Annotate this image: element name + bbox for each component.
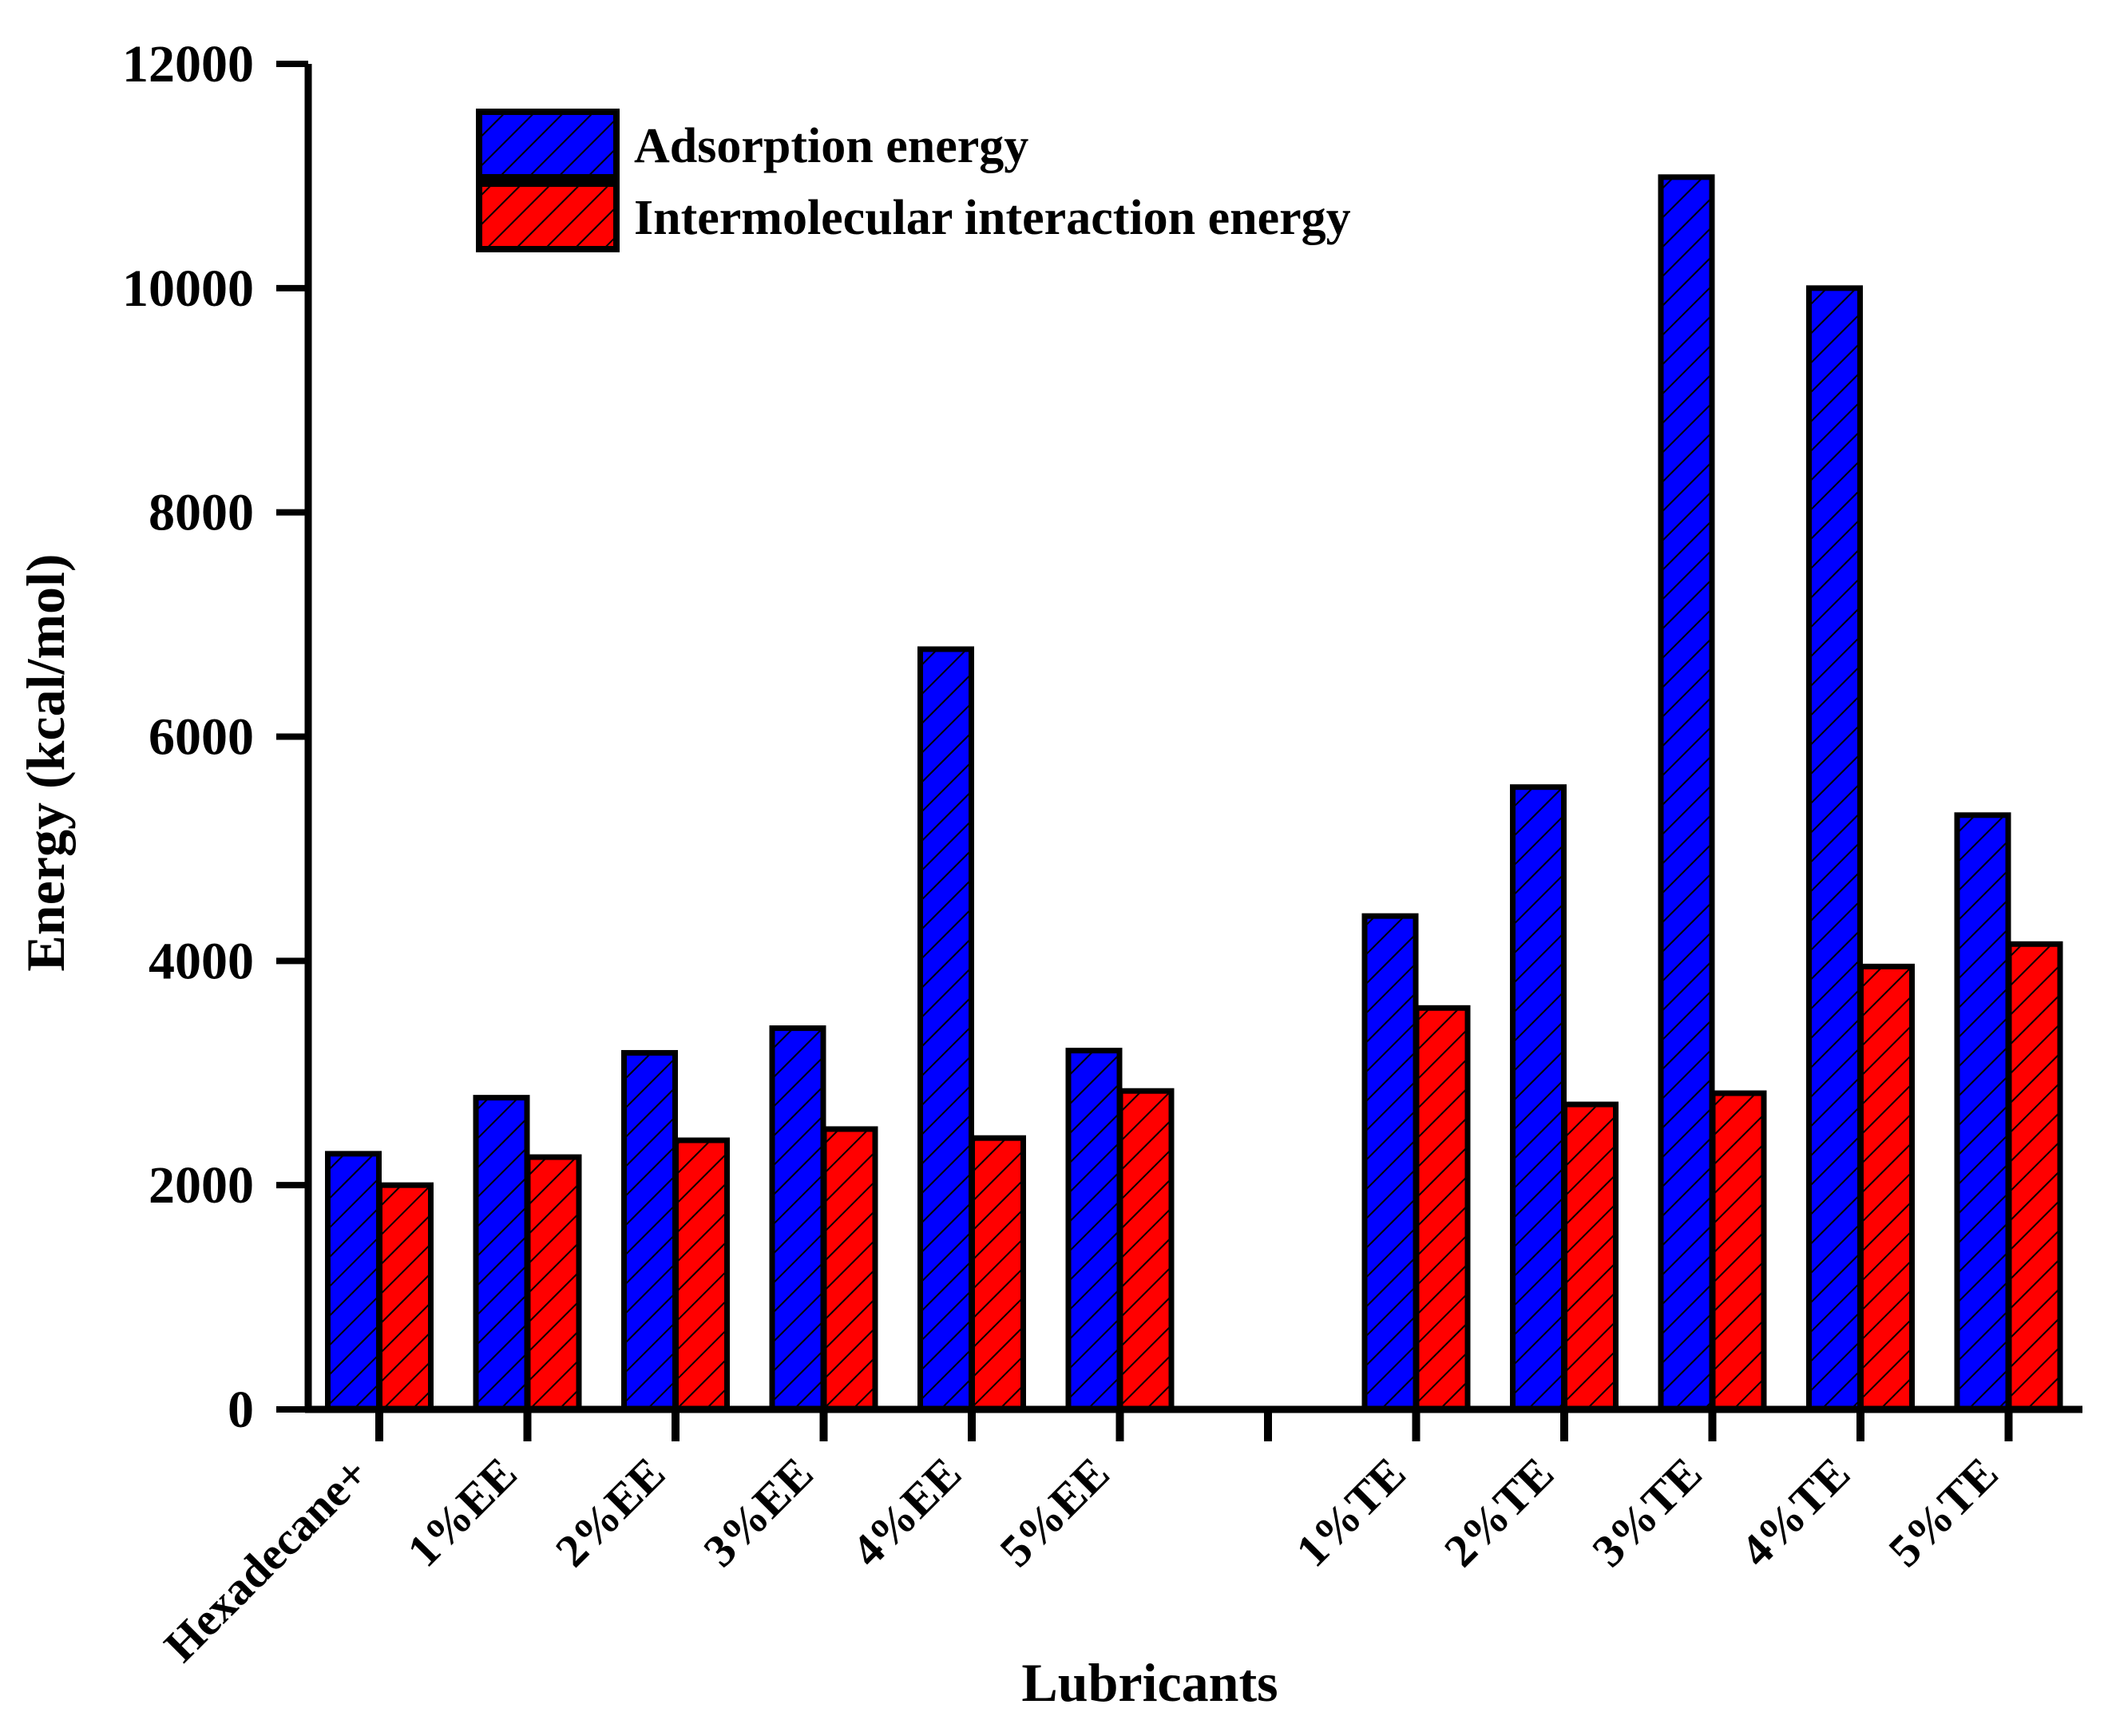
x-tick-label: Hexadecane+	[154, 1447, 378, 1671]
x-tick-label: 1%TE	[1286, 1447, 1415, 1576]
bar-intermolecular-9	[1710, 1090, 1767, 1413]
bar-intermolecular-8	[1562, 1101, 1619, 1413]
x-tick-label: 3%EE	[693, 1447, 822, 1576]
bar-intermolecular-2	[673, 1137, 730, 1413]
bar-adsorption-4	[917, 646, 974, 1413]
bars-layer	[325, 174, 2063, 1413]
legend-label-0: Adsorption energy	[634, 119, 1028, 173]
bar-intermolecular-1	[525, 1154, 582, 1413]
x-tick-label: 4%EE	[842, 1447, 971, 1576]
x-tick-label: 5%EE	[989, 1447, 1119, 1576]
bar-adsorption-8	[1510, 784, 1567, 1413]
bar-intermolecular-0	[377, 1182, 434, 1413]
y-tick-label: 10000	[122, 260, 254, 318]
bar-adsorption-7	[1361, 913, 1419, 1413]
bar-intermolecular-11	[2006, 941, 2063, 1413]
x-tick-label: 1%EE	[397, 1447, 526, 1576]
y-tick-label: 6000	[149, 708, 254, 767]
x-tick-label: 4%TE	[1730, 1447, 1860, 1576]
bar-adsorption-9	[1658, 174, 1715, 1413]
bar-intermolecular-4	[969, 1135, 1026, 1413]
y-tick-label: 12000	[122, 35, 254, 93]
bar-intermolecular-5	[1117, 1088, 1175, 1413]
bar-adsorption-1	[473, 1095, 530, 1413]
legend: Adsorption energy Intermolecular interact…	[476, 109, 1351, 252]
bar-adsorption-11	[1954, 812, 2011, 1413]
bar-adsorption-0	[325, 1151, 382, 1413]
bar-adsorption-3	[769, 1025, 826, 1413]
legend-swatch-0	[476, 109, 620, 180]
bar-adsorption-2	[621, 1049, 678, 1413]
bar-intermolecular-10	[1858, 963, 1915, 1413]
bar-adsorption-5	[1065, 1048, 1123, 1413]
y-tick-label: 0	[228, 1381, 254, 1439]
x-tick-label: 2%TE	[1434, 1447, 1563, 1576]
legend-label-1: Intermolecular interaction energy	[634, 191, 1351, 245]
y-tick-label: 8000	[149, 484, 254, 542]
x-tick-label: 2%EE	[545, 1447, 675, 1576]
legend-swatch-1	[476, 180, 620, 252]
y-axis-title: Energy (kcal/mol)	[15, 553, 76, 971]
y-tick-label: 2000	[149, 1156, 254, 1215]
x-tick-label: 3%TE	[1582, 1447, 1711, 1576]
x-tick-label: 5%TE	[1878, 1447, 2007, 1576]
bar-intermolecular-3	[821, 1126, 878, 1413]
y-tick-label: 4000	[149, 932, 254, 990]
x-axis-title: Lubricants	[1021, 1652, 1278, 1713]
bar-adsorption-10	[1806, 285, 1863, 1413]
bar-intermolecular-7	[1413, 1005, 1471, 1413]
